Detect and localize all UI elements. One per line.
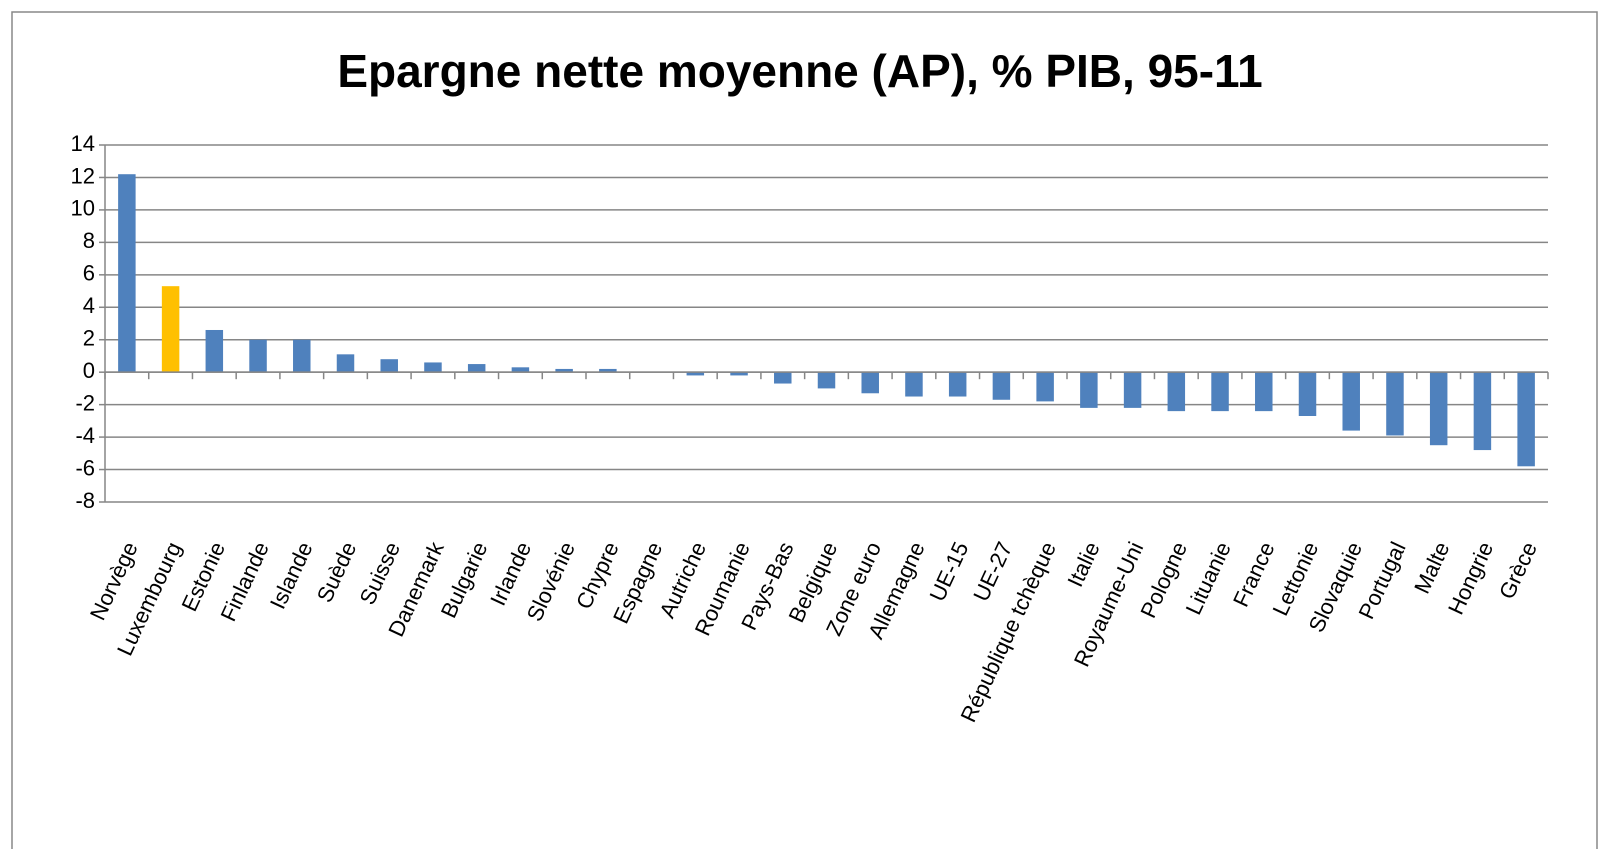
bar — [599, 368, 617, 373]
y-tick-label: -8 — [75, 488, 95, 513]
y-tick-label: 4 — [83, 293, 95, 318]
bar — [1080, 372, 1098, 408]
y-tick-label: 0 — [83, 358, 95, 383]
y-tick-label: 12 — [71, 163, 95, 188]
bar — [774, 372, 792, 384]
bar — [249, 339, 267, 373]
y-tick-label: 14 — [71, 131, 95, 156]
bar — [730, 372, 748, 376]
bar — [555, 368, 573, 373]
bar — [424, 362, 442, 373]
y-tick-label: -2 — [75, 390, 95, 415]
x-tick-label: Suède — [312, 538, 362, 606]
bar — [817, 372, 836, 389]
bar — [861, 372, 879, 394]
bar — [1255, 372, 1273, 412]
x-tick-label: Malte — [1409, 538, 1454, 597]
bar — [1386, 372, 1404, 436]
y-tick-label: 2 — [83, 326, 95, 351]
y-tick-label: 10 — [71, 196, 95, 221]
x-tick-label: UE-15 — [924, 538, 973, 605]
bar — [1036, 372, 1054, 402]
bar — [1167, 372, 1186, 412]
bar — [511, 367, 530, 373]
y-tick-label: -6 — [75, 455, 95, 480]
bar — [467, 364, 486, 373]
chart-title: Epargne nette moyenne (AP), % PIB, 95-11 — [337, 45, 1262, 97]
bar — [1123, 372, 1142, 408]
bar — [1517, 372, 1535, 467]
bar — [948, 372, 967, 397]
x-tick-label: Grèce — [1494, 538, 1542, 603]
bar — [905, 372, 923, 397]
bar — [336, 354, 355, 373]
y-tick-label: 8 — [83, 228, 95, 253]
x-tick-label: Italie — [1062, 538, 1104, 591]
bar — [161, 286, 180, 373]
bar — [1211, 372, 1229, 412]
bar — [1473, 372, 1492, 451]
y-tick-label: 6 — [83, 261, 95, 286]
bar — [293, 339, 311, 373]
bar — [205, 329, 224, 373]
chart-border — [11, 11, 1598, 849]
bar — [1429, 372, 1448, 446]
bar — [686, 372, 705, 376]
bar — [1298, 372, 1317, 416]
bar — [992, 372, 1011, 400]
bar — [380, 359, 398, 373]
y-tick-label: -4 — [75, 423, 95, 448]
bar — [118, 174, 136, 373]
x-tick-label: UE-27 — [968, 538, 1017, 605]
bar — [1342, 372, 1360, 431]
